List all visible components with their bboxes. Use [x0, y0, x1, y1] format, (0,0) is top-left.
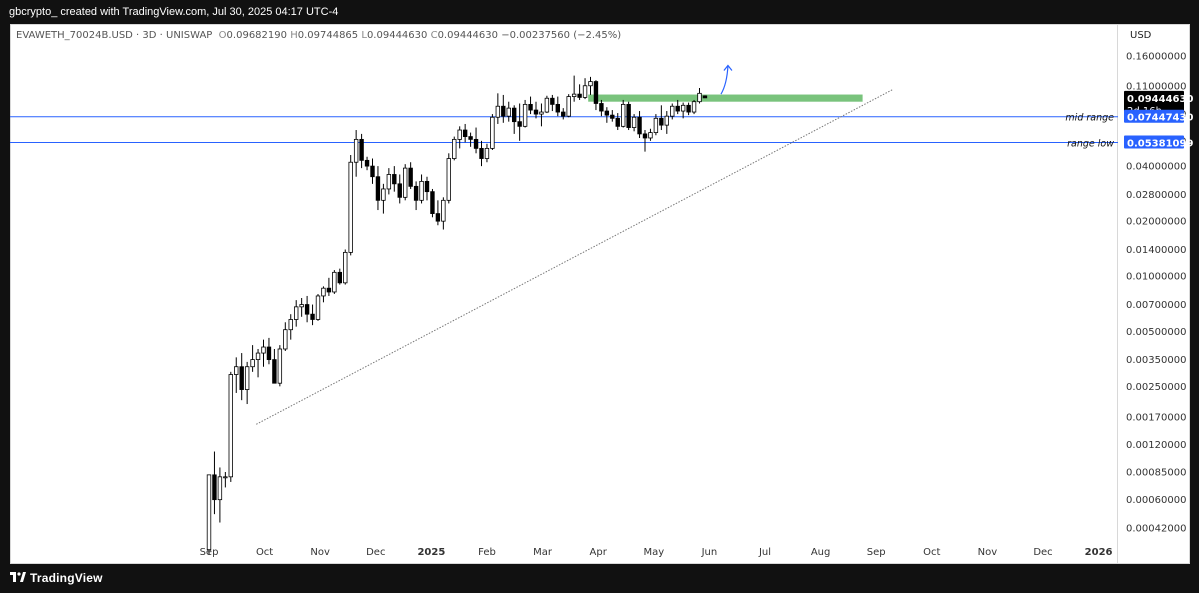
chart-panel[interactable]: EVAWETH_70024B.USD · 3D · UNISWAP O0.096…	[10, 24, 1118, 564]
low-label: L	[361, 30, 367, 41]
attribution-text: gbcrypto_ created with TradingView.com, …	[9, 6, 339, 18]
low-value: 0.09444630	[366, 30, 428, 41]
open-label: O	[218, 30, 227, 41]
footer-bar: TradingView	[0, 564, 1199, 593]
currency-label: USD	[1130, 30, 1152, 41]
close-value: 0.09444630	[437, 30, 499, 41]
close-label: C	[430, 30, 438, 41]
footer-brand: TradingView	[30, 571, 103, 585]
symbol-legend: EVAWETH_70024B.USD · 3D · UNISWAP O0.096…	[16, 30, 621, 41]
high-value: 0.09744865	[297, 30, 359, 41]
open-value: 0.09682190	[226, 30, 287, 41]
price-axis-panel[interactable]	[1118, 24, 1190, 564]
tradingview-logo-icon	[10, 572, 26, 582]
change-value: −0.00237560 (−2.45%)	[501, 30, 622, 41]
attribution-bar: gbcrypto_ created with TradingView.com, …	[0, 0, 1199, 24]
high-label: H	[290, 30, 298, 41]
symbol-name: EVAWETH_70024B.USD · 3D · UNISWAP	[16, 30, 213, 41]
